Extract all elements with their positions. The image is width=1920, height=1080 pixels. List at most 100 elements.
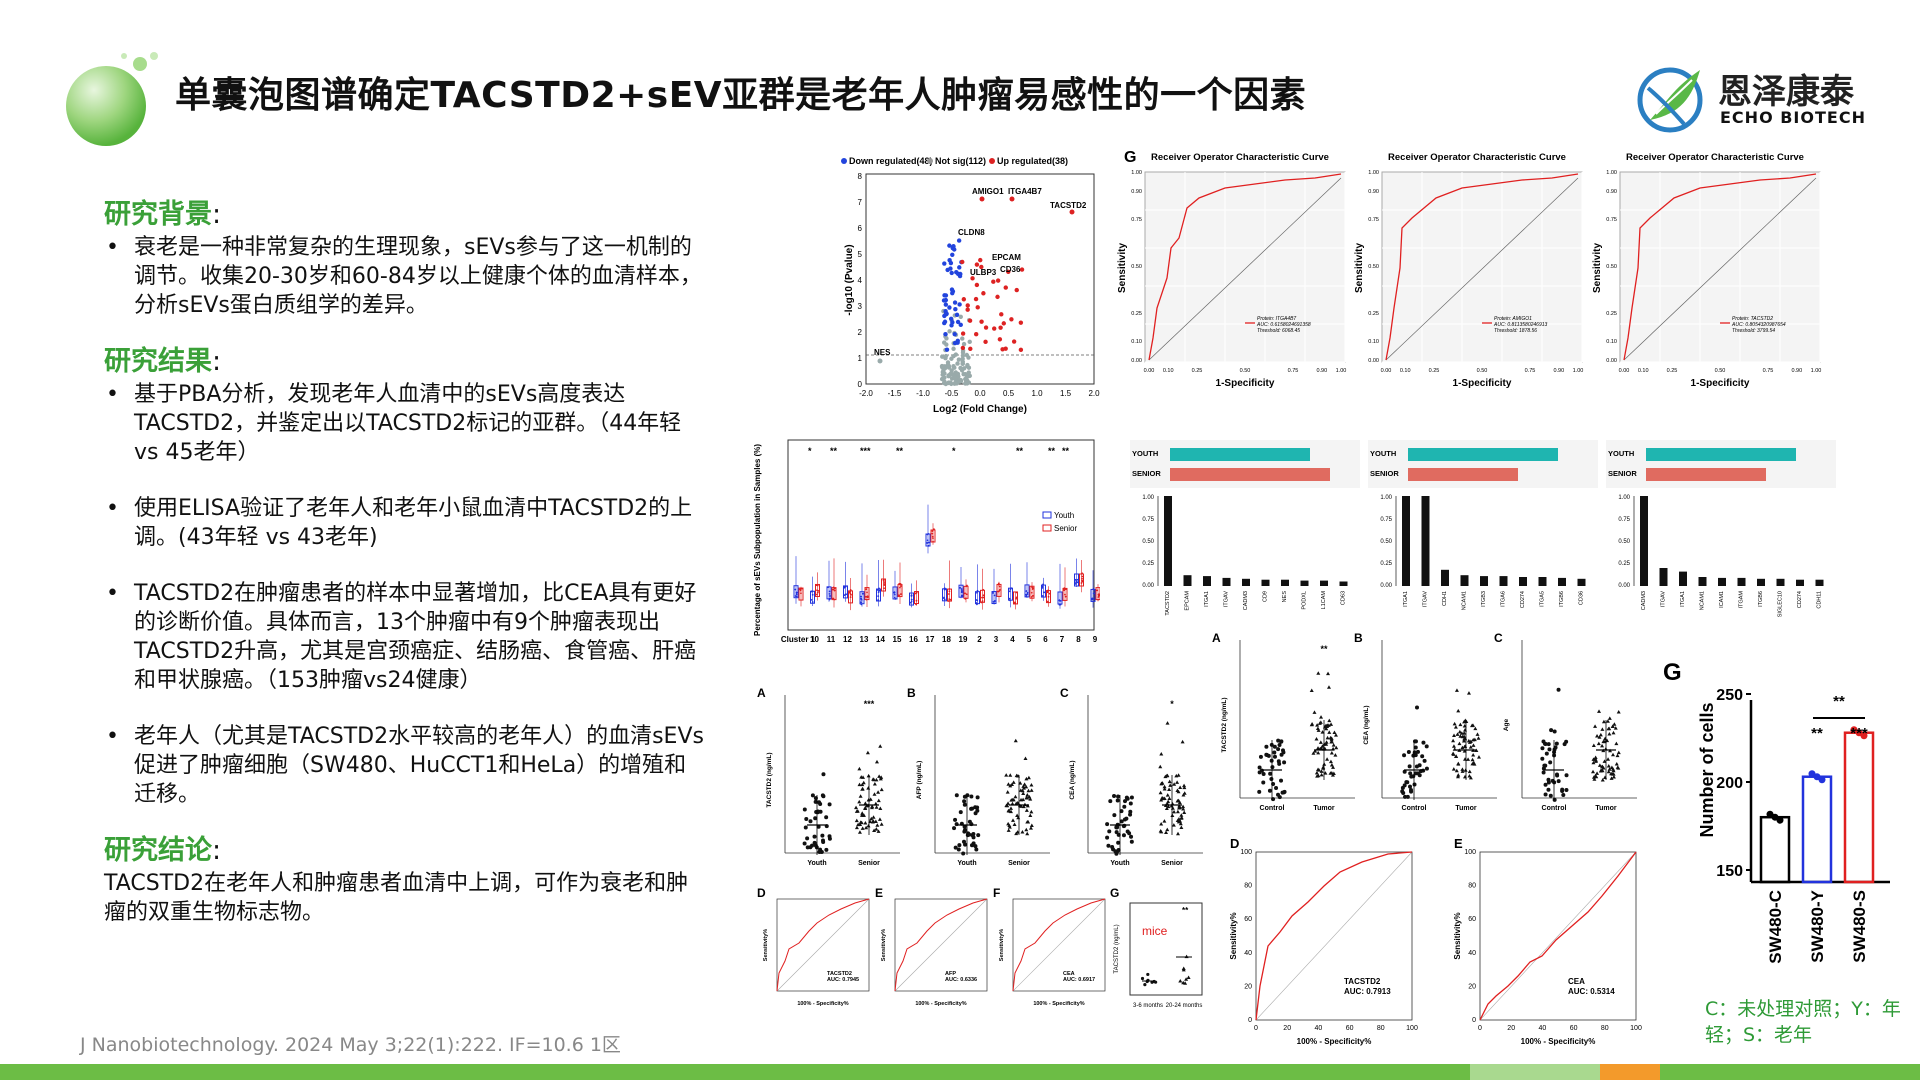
data-point bbox=[1326, 671, 1331, 676]
data-point bbox=[816, 824, 821, 829]
data-point bbox=[963, 827, 968, 832]
data-point bbox=[1412, 751, 1417, 756]
y-tick-label: 0.75 bbox=[1618, 517, 1630, 523]
data-point bbox=[1108, 799, 1113, 804]
box-point bbox=[948, 590, 951, 593]
box-point bbox=[866, 595, 869, 598]
bar bbox=[1757, 578, 1765, 586]
box-point bbox=[898, 594, 900, 597]
hbar-youth bbox=[1170, 448, 1310, 461]
hbar-senior bbox=[1646, 468, 1766, 481]
data-point bbox=[1452, 733, 1457, 737]
volcano-point bbox=[950, 245, 956, 251]
data-point bbox=[871, 815, 876, 819]
roc-title: Receiver Operator Characteristic Curve bbox=[1151, 152, 1329, 163]
box-point bbox=[997, 582, 1000, 585]
data-point bbox=[1607, 767, 1612, 771]
roc-curve bbox=[1012, 898, 1106, 992]
y-axis-label: TACSTD2 (ng/mL) bbox=[1221, 697, 1228, 752]
roc-panel-3: Receiver Operator Characteristic Curve Pr… bbox=[1590, 148, 1840, 418]
x-tick-label: 1.5 bbox=[1060, 389, 1072, 398]
data-point bbox=[1462, 744, 1467, 749]
data-point bbox=[1125, 796, 1130, 801]
data-point bbox=[860, 813, 865, 817]
data-point bbox=[1315, 723, 1320, 727]
data-point bbox=[1552, 797, 1557, 802]
cluster-label: 12 bbox=[843, 635, 852, 644]
svg-text:***: *** bbox=[860, 446, 871, 456]
data-point bbox=[1129, 839, 1134, 844]
y-tick-label: 5 bbox=[858, 250, 863, 259]
data-point bbox=[812, 834, 817, 839]
data-point bbox=[1564, 773, 1569, 778]
data-point bbox=[1470, 757, 1475, 762]
data-point bbox=[1181, 967, 1186, 972]
data-point bbox=[1276, 738, 1281, 743]
data-point bbox=[1025, 792, 1030, 797]
data-point bbox=[976, 833, 981, 838]
hbar-label: SENIOR bbox=[1608, 469, 1637, 478]
group-label: Senior bbox=[858, 860, 880, 867]
bar bbox=[1164, 496, 1172, 586]
data-point bbox=[1326, 723, 1331, 727]
y-tick-label: 0.00 bbox=[1606, 358, 1617, 364]
box-point bbox=[893, 591, 896, 594]
volcano-point bbox=[1018, 347, 1024, 353]
group-label: Control bbox=[1260, 805, 1285, 812]
box-point bbox=[900, 593, 902, 596]
volcano-point bbox=[942, 293, 947, 298]
box-point bbox=[932, 537, 934, 540]
bar-label: ITGB3 bbox=[1481, 591, 1487, 607]
data-point bbox=[1164, 830, 1169, 835]
data-point bbox=[1468, 775, 1473, 780]
list-item: 基于PBA分析，发现老年人血清中的sEVs高度表达TACSTD2，并鉴定出以TA… bbox=[104, 380, 704, 467]
data-point bbox=[1333, 733, 1338, 737]
x-tick-label: 0.90 bbox=[1316, 368, 1327, 374]
x-tick-label: 0.10 bbox=[1400, 368, 1411, 374]
data-point bbox=[1591, 769, 1596, 774]
page-title: 单囊泡图谱确定TACSTD2+sEV亚群是老年人肿瘤易感性的一个因素 bbox=[175, 75, 1307, 116]
significance: *** bbox=[864, 699, 875, 709]
box-point bbox=[860, 601, 863, 604]
data-point bbox=[1159, 752, 1164, 756]
data-point bbox=[958, 810, 963, 815]
roc-threshold: Threshold: 3799.54 bbox=[1732, 328, 1775, 334]
roc-title: Receiver Operator Characteristic Curve bbox=[1388, 152, 1566, 163]
brand-name-en: ECHO BIOTECH bbox=[1720, 108, 1866, 127]
group-label: Tumor bbox=[1455, 805, 1477, 812]
data-point bbox=[1462, 734, 1467, 738]
box-point bbox=[843, 586, 846, 589]
data-point bbox=[1541, 739, 1546, 744]
panel-letter: D bbox=[757, 886, 766, 900]
box-point bbox=[965, 593, 968, 596]
box-point bbox=[1092, 592, 1095, 595]
data-point bbox=[1591, 760, 1596, 765]
roc-title: Receiver Operator Characteristic Curve bbox=[1626, 152, 1804, 163]
volcano-point bbox=[963, 378, 969, 384]
data-point bbox=[1257, 770, 1262, 775]
data-point bbox=[1329, 750, 1334, 755]
scatter-left-a: A Youth Senior *** TACSTD2 (ng/mL) bbox=[757, 686, 900, 867]
data-point bbox=[1161, 796, 1166, 801]
volcano-point bbox=[955, 361, 960, 366]
bar-label: ITGAV bbox=[1661, 591, 1667, 607]
data-point bbox=[1323, 771, 1328, 775]
data-point bbox=[1316, 671, 1321, 675]
y-tick-label: 0.75 bbox=[1380, 517, 1392, 523]
panel-letter: A bbox=[757, 686, 766, 700]
volcano-point bbox=[955, 319, 961, 325]
data-point bbox=[1471, 753, 1476, 757]
data-point bbox=[1029, 823, 1034, 828]
volcano-point bbox=[952, 365, 957, 370]
bar bbox=[1320, 580, 1328, 586]
data-point bbox=[1560, 787, 1565, 792]
volcano-point bbox=[950, 290, 955, 296]
volcano-point bbox=[958, 314, 963, 319]
data-point bbox=[1317, 721, 1322, 725]
data-point bbox=[1316, 767, 1321, 772]
data-point bbox=[1276, 747, 1281, 752]
volcano-point bbox=[955, 371, 961, 377]
y-tick-label: 0.75 bbox=[1606, 217, 1617, 223]
data-point bbox=[1474, 748, 1479, 752]
y-tick-label: 0.25 bbox=[1606, 311, 1617, 317]
